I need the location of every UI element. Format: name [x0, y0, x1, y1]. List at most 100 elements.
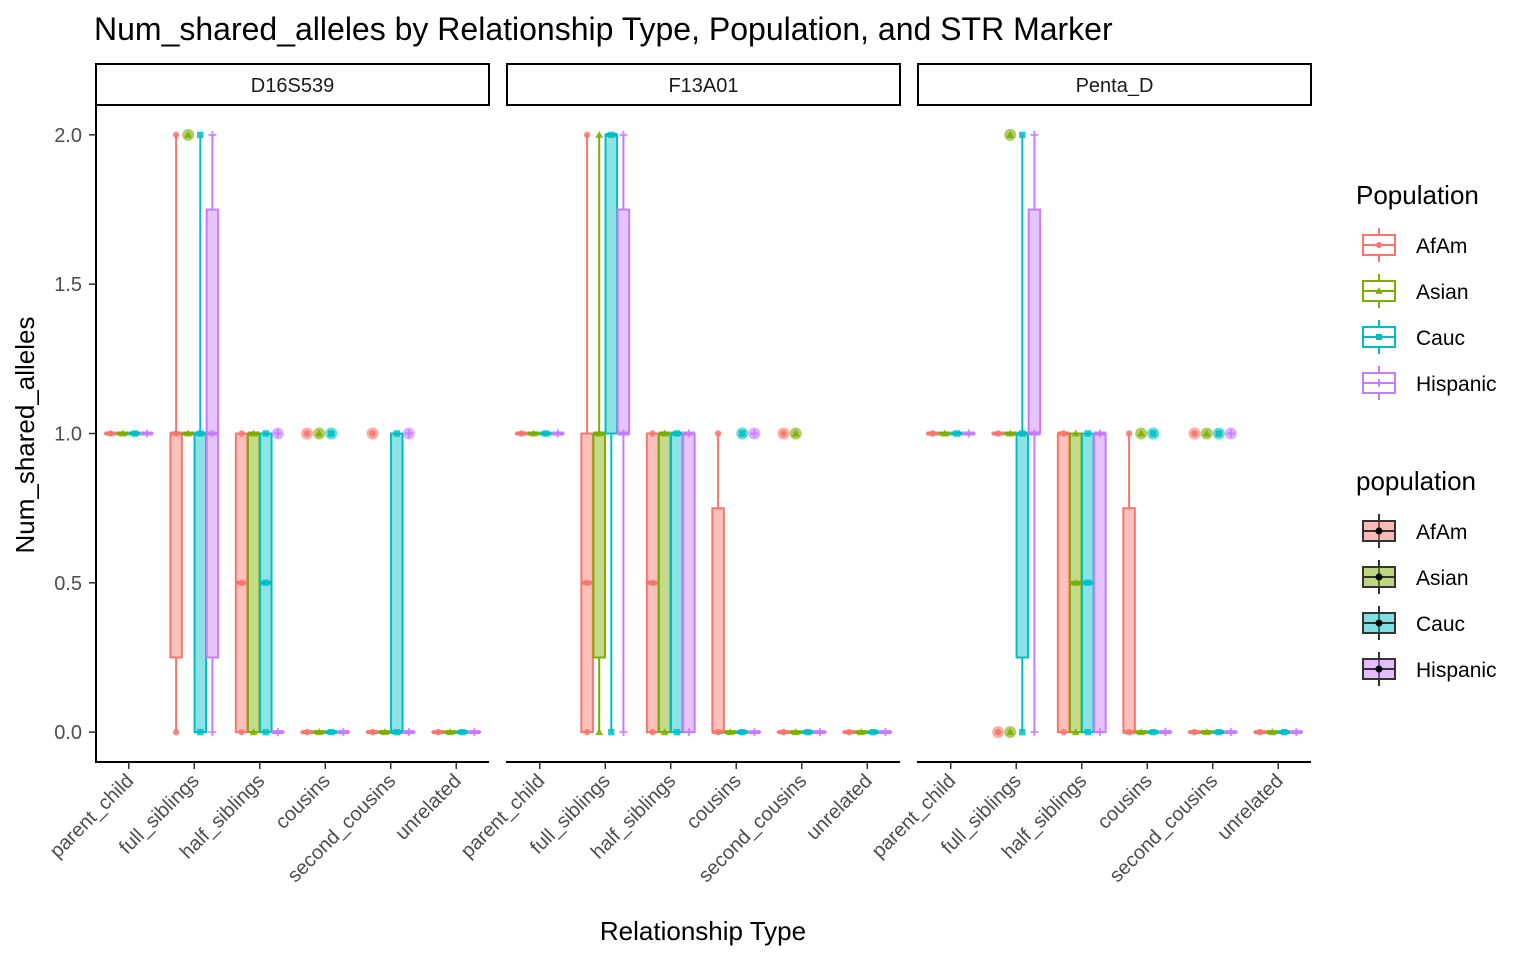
legend-key-point — [1375, 287, 1383, 294]
box-d16s539-unrelated-cauc — [455, 728, 470, 736]
box-f13a01-second-cousins-cauc — [801, 728, 815, 736]
x-tick-label-unrelated: unrelated — [802, 770, 877, 845]
data-point — [1137, 728, 1146, 736]
data-point — [673, 430, 680, 437]
data-point — [857, 728, 866, 736]
box-d16s539-full-siblings-cauc — [193, 131, 208, 736]
box-d16s539-half-siblings-afam — [234, 430, 249, 736]
box-f13a01-cousins-cauc — [735, 728, 750, 736]
legend-label-cauc: Cauc — [1416, 613, 1465, 636]
data-point — [393, 728, 400, 736]
data-point — [583, 579, 591, 587]
outlier-marker — [1191, 430, 1198, 437]
box-penta-d-second-cousins-cauc — [1212, 728, 1226, 736]
data-point — [953, 430, 960, 437]
box-penta-d-half-siblings-asian — [1068, 429, 1083, 736]
legend-key-point — [1375, 573, 1383, 581]
data-point — [238, 430, 245, 437]
box-penta-d-second-cousins-hispanic — [1224, 728, 1238, 737]
box-d16s539-cousins-cauc — [324, 728, 339, 736]
x-tick-label-unrelated: unrelated — [1213, 770, 1288, 845]
legend-title: population — [1356, 466, 1476, 496]
legend-key-asian — [1362, 274, 1396, 308]
data-point — [197, 430, 204, 437]
box-d16s539-full-siblings-afam — [169, 131, 183, 736]
legend-label-afam: AfAm — [1416, 235, 1467, 258]
box-f13a01-half-siblings-hispanic — [682, 429, 696, 737]
box-penta-d-cousins-hispanic — [1158, 728, 1173, 737]
box-penta-d-half-siblings-afam — [1056, 430, 1071, 736]
data-point — [881, 728, 890, 737]
legend-key-point — [1376, 242, 1382, 248]
outlier-marker — [303, 430, 311, 437]
data-point — [1256, 728, 1264, 736]
data-point — [518, 430, 525, 437]
data-point — [184, 429, 193, 437]
legend-key-hispanic — [1362, 366, 1396, 400]
box-d16s539-half-siblings-hispanic — [271, 728, 285, 737]
box-penta-d-second-cousins-afam — [1187, 728, 1202, 736]
data-point — [660, 728, 669, 736]
box-iqr — [1056, 432, 1071, 734]
outlier-marker — [750, 429, 759, 438]
legends: PopulationAfAmAsianCaucHispanicpopulatio… — [1356, 180, 1497, 686]
data-point — [940, 429, 949, 437]
data-point — [208, 429, 217, 438]
data-point — [595, 429, 604, 437]
outlier-marker — [315, 429, 324, 437]
box-penta-d-full-siblings-hispanic — [1027, 130, 1042, 737]
box-iqr — [246, 432, 261, 734]
box-d16s539-second-cousins-afam — [365, 728, 380, 736]
y-tick-label: 0.5 — [54, 573, 82, 595]
box-d16s539-half-siblings-asian — [246, 429, 261, 736]
box-d16s539-cousins-afam — [300, 728, 314, 736]
data-point — [1161, 728, 1170, 737]
legend-key-asian — [1362, 560, 1396, 594]
data-point — [1084, 430, 1091, 437]
box-penta-d-half-siblings-hispanic — [1093, 429, 1107, 737]
box-penta-d-cousins-cauc — [1146, 728, 1161, 736]
data-point — [172, 131, 180, 139]
box-iqr — [1015, 432, 1030, 659]
facet-strip-label-f13a01: F13A01 — [668, 75, 738, 97]
data-point — [845, 728, 853, 736]
data-point — [208, 130, 217, 139]
box-penta-d-second-cousins-asian — [1199, 728, 1214, 736]
data-point — [780, 728, 787, 736]
data-point — [369, 728, 376, 736]
box-penta-d-unrelated-afam — [1253, 728, 1267, 736]
box-d16s539-parent-child-hispanic — [140, 429, 154, 438]
data-point — [1006, 429, 1015, 437]
data-point — [380, 728, 389, 736]
box-d16s539-unrelated-asian — [443, 728, 457, 736]
box-iqr — [657, 432, 672, 734]
data-point — [739, 728, 746, 736]
box-f13a01-unrelated-hispanic — [878, 728, 893, 737]
box-f13a01-second-cousins-hispanic — [813, 728, 827, 737]
facet-strip-d16s539 — [95, 63, 490, 106]
data-point — [197, 728, 204, 736]
data-point — [673, 728, 680, 736]
data-point — [328, 728, 335, 736]
box-f13a01-second-cousins-afam — [776, 728, 791, 736]
legend-key-hispanic — [1362, 652, 1396, 686]
facet-strip-f13a01 — [506, 63, 901, 106]
data-point — [542, 430, 549, 437]
data-point — [619, 728, 628, 737]
box-iqr — [682, 432, 696, 734]
box-penta-d-parent-child-afam — [925, 430, 940, 437]
facet-strip-label-d16s539: D16S539 — [251, 75, 334, 97]
box-f13a01-half-siblings-afam — [645, 430, 660, 736]
box-iqr — [1027, 208, 1042, 435]
box-penta-d-parent-child-asian — [937, 429, 952, 437]
legend-key-point — [1375, 665, 1383, 673]
box-f13a01-parent-child-asian — [526, 429, 541, 437]
facet-strip-penta-d — [917, 63, 1312, 106]
y-tick-label: 1.0 — [54, 424, 82, 446]
box-penta-d-parent-child-hispanic — [962, 429, 976, 438]
data-point — [273, 728, 282, 737]
box-f13a01-full-siblings-cauc — [604, 131, 619, 736]
outlier-marker — [1150, 430, 1157, 437]
data-point — [1060, 728, 1067, 736]
